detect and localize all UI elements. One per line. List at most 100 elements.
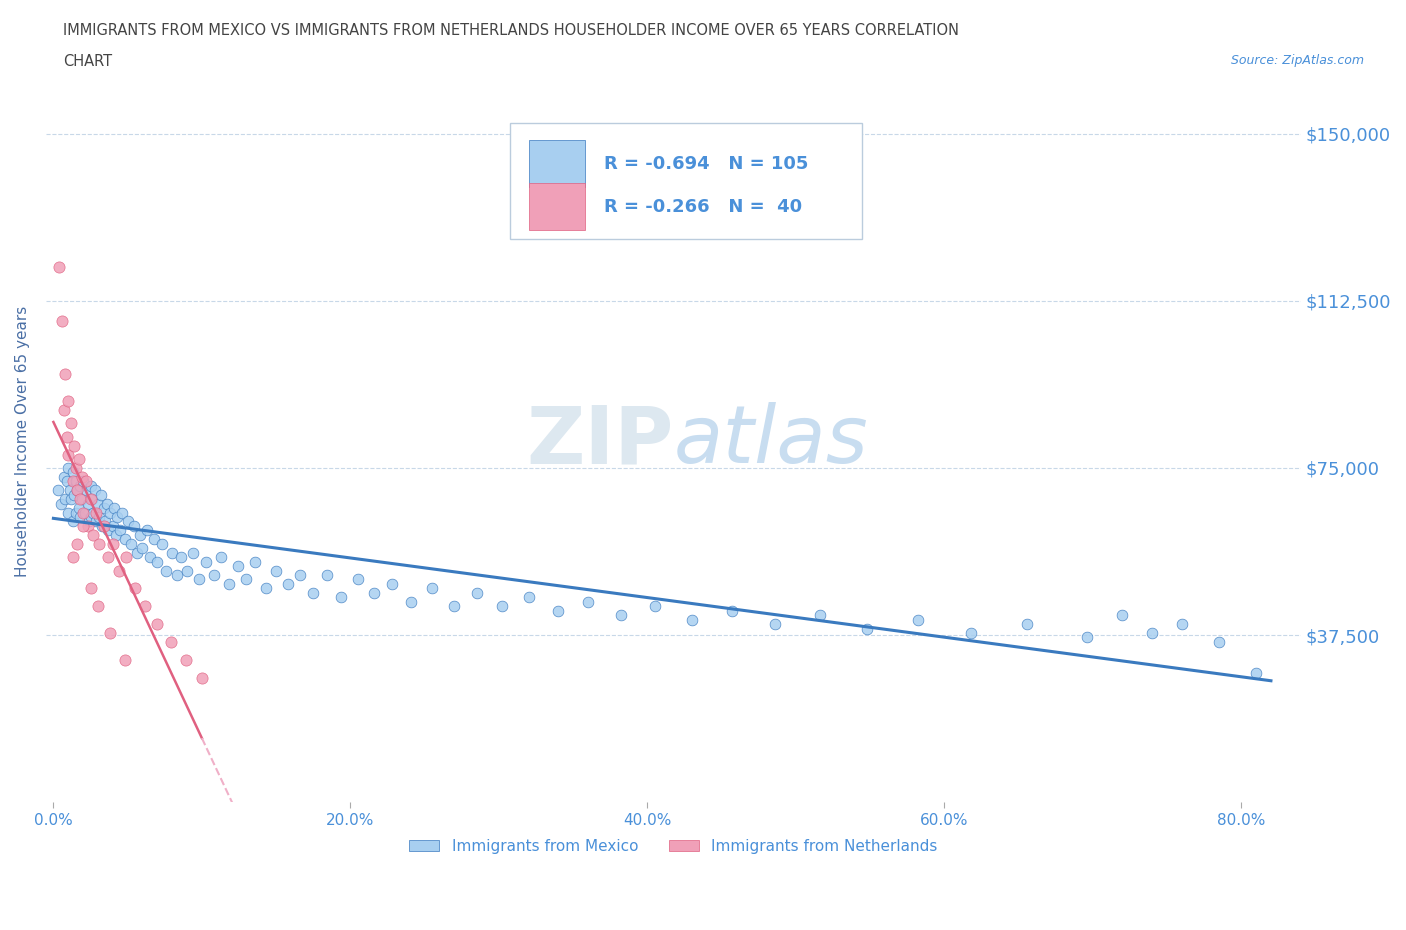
- Point: [117, 514, 139, 529]
- Point: [79, 492, 101, 507]
- Point: [330, 590, 353, 604]
- Point: [181, 545, 204, 560]
- Text: R = -0.694   N = 105: R = -0.694 N = 105: [605, 155, 808, 173]
- Point: [52, 403, 75, 418]
- Point: [103, 500, 125, 515]
- Point: [107, 563, 129, 578]
- Point: [517, 590, 540, 604]
- Point: [124, 581, 146, 596]
- Point: [59, 483, 82, 498]
- Point: [139, 550, 162, 565]
- Point: [58, 393, 80, 408]
- Text: atlas: atlas: [673, 403, 868, 480]
- Point: [644, 599, 666, 614]
- Point: [363, 585, 385, 600]
- Point: [70, 470, 93, 485]
- Point: [122, 519, 145, 534]
- Point: [69, 510, 91, 525]
- Point: [60, 492, 83, 507]
- Point: [277, 577, 299, 591]
- Point: [576, 594, 599, 609]
- Point: [235, 572, 257, 587]
- Point: [98, 505, 121, 520]
- Point: [73, 505, 96, 520]
- Point: [96, 497, 118, 512]
- Point: [66, 483, 89, 498]
- Point: [166, 567, 188, 582]
- Point: [399, 594, 422, 609]
- Point: [264, 563, 287, 578]
- Y-axis label: Householder Income Over 65 years: Householder Income Over 65 years: [15, 306, 30, 577]
- Point: [226, 559, 249, 574]
- Legend: Immigrants from Mexico, Immigrants from Netherlands: Immigrants from Mexico, Immigrants from …: [402, 832, 943, 859]
- Point: [218, 577, 240, 591]
- Point: [86, 514, 108, 529]
- Point: [58, 505, 80, 520]
- Point: [53, 367, 76, 382]
- Point: [114, 532, 136, 547]
- Point: [91, 519, 114, 534]
- Point: [808, 607, 831, 622]
- Point: [87, 599, 110, 614]
- Point: [87, 497, 110, 512]
- Point: [80, 492, 103, 507]
- Point: [420, 581, 443, 596]
- Point: [58, 460, 80, 475]
- Point: [51, 313, 73, 328]
- Point: [245, 554, 267, 569]
- Point: [58, 447, 80, 462]
- Point: [72, 505, 94, 520]
- Point: [120, 537, 142, 551]
- Point: [170, 550, 193, 565]
- Point: [125, 545, 148, 560]
- Point: [93, 519, 115, 534]
- Point: [70, 492, 93, 507]
- Point: [97, 523, 120, 538]
- Point: [176, 563, 198, 578]
- Point: [202, 567, 225, 582]
- Point: [131, 541, 153, 556]
- Point: [105, 510, 128, 525]
- Point: [174, 652, 197, 667]
- Point: [547, 604, 569, 618]
- Point: [1111, 607, 1133, 622]
- Point: [465, 585, 488, 600]
- Point: [150, 537, 173, 551]
- Point: [136, 523, 159, 538]
- Point: [86, 505, 108, 520]
- Point: [108, 523, 131, 538]
- Point: [94, 514, 117, 529]
- Point: [72, 474, 94, 489]
- Point: [1244, 666, 1267, 681]
- Point: [346, 572, 368, 587]
- Point: [53, 492, 76, 507]
- Point: [209, 550, 232, 565]
- FancyBboxPatch shape: [510, 124, 862, 239]
- Point: [195, 554, 218, 569]
- Point: [146, 617, 169, 631]
- Point: [134, 599, 156, 614]
- Point: [65, 460, 87, 475]
- Text: R = -0.266   N =  40: R = -0.266 N = 40: [605, 198, 803, 216]
- Point: [1208, 634, 1230, 649]
- Point: [76, 519, 98, 534]
- Point: [143, 532, 166, 547]
- Point: [101, 519, 124, 534]
- Point: [52, 470, 75, 485]
- Point: [114, 652, 136, 667]
- Point: [315, 567, 337, 582]
- Point: [49, 497, 72, 512]
- Point: [65, 474, 87, 489]
- Point: [155, 563, 177, 578]
- Point: [72, 519, 94, 534]
- Point: [681, 612, 703, 627]
- Point: [856, 621, 879, 636]
- Point: [55, 474, 77, 489]
- Point: [1076, 630, 1098, 644]
- Point: [65, 505, 87, 520]
- Point: [69, 478, 91, 493]
- Point: [62, 550, 84, 565]
- Point: [146, 554, 169, 569]
- FancyBboxPatch shape: [529, 183, 585, 230]
- Point: [66, 483, 89, 498]
